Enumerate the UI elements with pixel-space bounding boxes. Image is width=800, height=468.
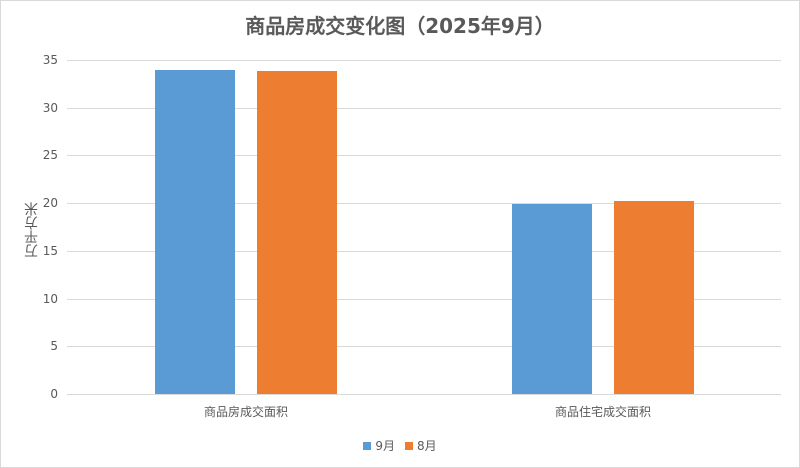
bar (614, 201, 694, 394)
bar (257, 71, 337, 394)
gridline (67, 298, 781, 300)
gridline (67, 60, 781, 61)
legend-label: 9月 (375, 439, 395, 453)
gridline (67, 203, 781, 205)
legend-label: 8月 (417, 439, 437, 453)
y-tick-label: 5 (50, 339, 58, 354)
chart-title: 商品房成交变化图（2025年9月） (245, 14, 555, 38)
category-label: 商品住宅成交面积 (554, 405, 651, 419)
y-tick-label: 30 (42, 100, 58, 115)
y-tick-label: 20 (42, 196, 58, 211)
legend-swatch-icon (405, 441, 413, 450)
y-tick-label: 15 (42, 243, 58, 258)
y-tick-label: 10 (42, 291, 58, 306)
gridline (67, 250, 781, 252)
legend-swatch-icon (363, 441, 372, 450)
bar (512, 204, 592, 394)
y-tick-label: 0 (50, 387, 58, 401)
plot-area (67, 60, 781, 395)
y-tick-label: 35 (42, 53, 58, 67)
bar (155, 69, 235, 394)
category-label: 商品房成交面积 (203, 405, 288, 419)
gridline (67, 107, 781, 109)
gridline (67, 346, 781, 348)
legend: 9月 8月 (0, 437, 800, 454)
gridline (67, 394, 781, 395)
legend-item-aug: 8月 (405, 437, 437, 454)
gridline (67, 155, 781, 157)
y-tick-label: 25 (42, 148, 58, 163)
legend-item-sep: 9月 (363, 437, 395, 454)
